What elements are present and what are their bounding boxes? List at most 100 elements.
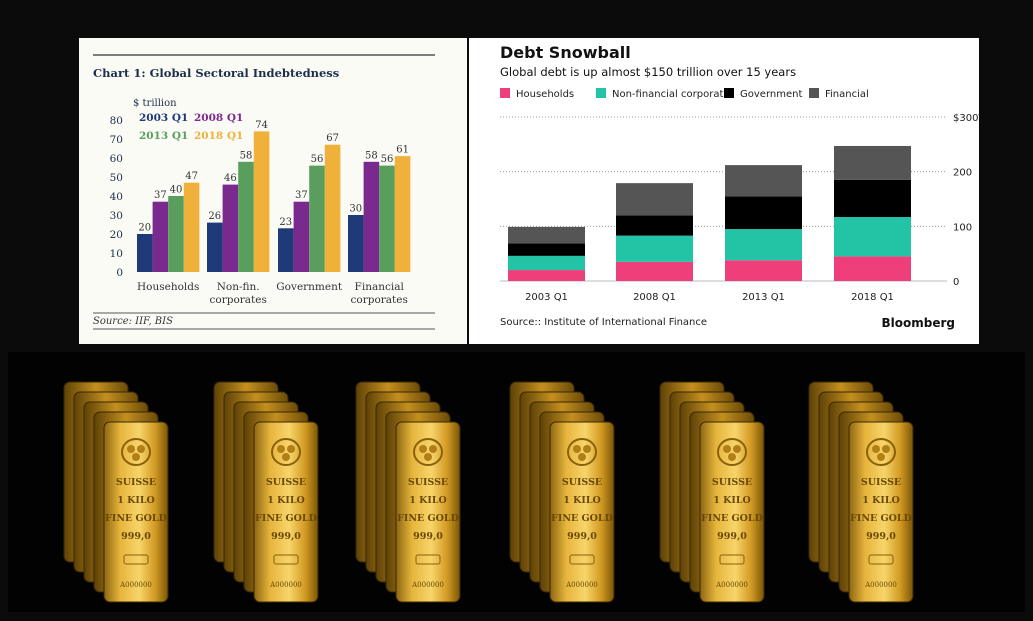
- gold-stack: SUISSE 1 KILO FINE GOLD 999,0 A000000: [63, 381, 169, 603]
- legend-entry: Government: [740, 89, 802, 100]
- bar: [137, 234, 153, 272]
- bar-value-label: 46: [224, 173, 237, 184]
- bar: [253, 131, 270, 272]
- bar-value-label: 74: [255, 120, 268, 131]
- stack-segment: [834, 217, 911, 257]
- stack-segment: [616, 261, 693, 281]
- left-chart-panel: Chart 1: Global Sectoral Indebtedness $ …: [79, 38, 467, 344]
- bar: [348, 215, 364, 272]
- bar: [207, 222, 223, 272]
- bar-stamp-text: FINE GOLD: [701, 513, 763, 524]
- debt-snowball-chart: Debt Snowball Global debt is up almost $…: [500, 43, 985, 330]
- bar-serial: A000000: [411, 581, 444, 589]
- stack-segment: [508, 226, 585, 244]
- bar: [324, 144, 341, 272]
- stack-segment: [725, 260, 802, 281]
- bar-value-label: 67: [326, 133, 339, 144]
- y-tick-label: 0: [116, 267, 123, 279]
- gold-bar: SUISSE 1 KILO FINE GOLD 999,0 A000000: [103, 421, 169, 603]
- legend-entry: 2013 Q1: [139, 130, 188, 142]
- category-label: Financial corporates: [351, 281, 408, 306]
- bar-stamp-text: SUISSE: [861, 477, 901, 488]
- chart1-source: Source: IIF, BIS: [93, 316, 173, 327]
- bar: [238, 161, 254, 272]
- chart1-title: Chart 1: Global Sectoral Indebtedness: [93, 66, 339, 80]
- stack-segment: [616, 235, 693, 262]
- bar-value-label: 37: [154, 190, 167, 201]
- bar-stamp-text: 999,0: [121, 531, 151, 542]
- bar-stamp-text: 1 KILO: [117, 495, 155, 506]
- category-label: 2003 Q1: [525, 292, 568, 303]
- bar: [183, 182, 200, 272]
- bar-value-label: 58: [240, 150, 253, 161]
- chart2-title: Debt Snowball: [500, 43, 631, 62]
- bar-value-label: 30: [349, 204, 362, 215]
- stack-segment: [616, 183, 693, 216]
- gold-bar-stacks: SUISSE 1 KILO FINE GOLD 999,0 A000000 SUISSE 1…: [63, 381, 914, 603]
- chart2-category-labels: 2003 Q1 2008 Q1 2013 Q1 2018 Q1: [525, 292, 894, 303]
- legend-entry: Households: [516, 89, 574, 100]
- bar-value-label: 56: [381, 154, 394, 165]
- sectoral-indebtedness-chart: Chart 1: Global Sectoral Indebtedness $ …: [93, 54, 435, 330]
- right-chart-panel: Debt Snowball Global debt is up almost $…: [469, 38, 985, 344]
- bar-stamp-text: 1 KILO: [713, 495, 751, 506]
- legend-entry: 2003 Q1: [139, 112, 188, 124]
- bar-stamp-text: FINE GOLD: [551, 513, 613, 524]
- stack-segment: [834, 256, 911, 281]
- bar: [278, 228, 294, 272]
- stack-segment: [508, 243, 585, 256]
- gold-bar: SUISSE 1 KILO FINE GOLD 999,0 A000000: [549, 421, 615, 603]
- stack-segment: [616, 215, 693, 236]
- legend-swatch: [500, 88, 510, 98]
- chart1-unit: $ trillion: [133, 98, 177, 109]
- y-tick-label: 10: [110, 248, 123, 260]
- y-tick-label: $300T: [953, 113, 979, 124]
- bar: [379, 165, 395, 272]
- gold-stack: SUISSE 1 KILO FINE GOLD 999,0 A000000: [509, 381, 615, 603]
- gold-stack: SUISSE 1 KILO FINE GOLD 999,0 A000000: [355, 381, 461, 603]
- chart2-legend: Households Non-financial corporate Governm…: [500, 88, 869, 100]
- chart1-legend: 2003 Q1 2008 Q1 2013 Q1 2018 Q1: [139, 112, 243, 142]
- y-tick-label: 60: [110, 153, 123, 165]
- y-tick-label: 200: [953, 168, 972, 179]
- bar-stamp-text: FINE GOLD: [255, 513, 317, 524]
- legend-entry: Non-financial corporate: [612, 89, 730, 100]
- bar-value-label: 20: [138, 223, 151, 234]
- legend-swatch: [724, 88, 734, 98]
- pamp-logo: [121, 438, 151, 466]
- pamp-logo: [866, 438, 896, 466]
- bar-stamp-text: 1 KILO: [409, 495, 447, 506]
- stack-segment: [725, 196, 802, 230]
- bar: [309, 165, 325, 272]
- stack-segment: [508, 255, 585, 271]
- gold-stack: SUISSE 1 KILO FINE GOLD 999,0 A000000: [808, 381, 914, 603]
- gold-bars-image: SUISSE 1 KILO FINE GOLD 999,0 A000000 SUISSE 1…: [8, 352, 1025, 612]
- bar-stamp-text: 999,0: [271, 531, 301, 542]
- pamp-logo: [271, 438, 301, 466]
- bar: [152, 201, 169, 272]
- bar-stamp-text: FINE GOLD: [105, 513, 167, 524]
- gold-bar: SUISSE 1 KILO FINE GOLD 999,0 A000000: [699, 421, 765, 603]
- gold-bar: SUISSE 1 KILO FINE GOLD 999,0 A000000: [848, 421, 914, 603]
- gold-stack: SUISSE 1 KILO FINE GOLD 999,0 A000000: [213, 381, 319, 603]
- legend-entry: 2008 Q1: [194, 112, 243, 124]
- bar-serial: A000000: [269, 581, 302, 589]
- bar-stamp-text: SUISSE: [116, 477, 156, 488]
- bar: [293, 201, 310, 272]
- bar-serial: A000000: [715, 581, 748, 589]
- bar-stamp-text: 999,0: [413, 531, 443, 542]
- pamp-logo: [567, 438, 597, 466]
- gold-stack: SUISSE 1 KILO FINE GOLD 999,0 A000000: [659, 381, 765, 603]
- bar: [168, 196, 184, 272]
- chart1-y-axis: 0 10 20 30 40 50 60 70 80: [110, 115, 123, 279]
- y-tick-label: 70: [110, 134, 123, 146]
- pamp-logo: [413, 438, 443, 466]
- bar: [363, 161, 380, 272]
- bar-value-label: 40: [170, 185, 183, 196]
- chart2-source: Source:: Institute of International Fina…: [500, 317, 707, 328]
- bar-stamp-text: SUISSE: [562, 477, 602, 488]
- category-label: Government: [276, 281, 343, 293]
- bar-serial: A000000: [565, 581, 598, 589]
- bar-stamp-text: 999,0: [866, 531, 896, 542]
